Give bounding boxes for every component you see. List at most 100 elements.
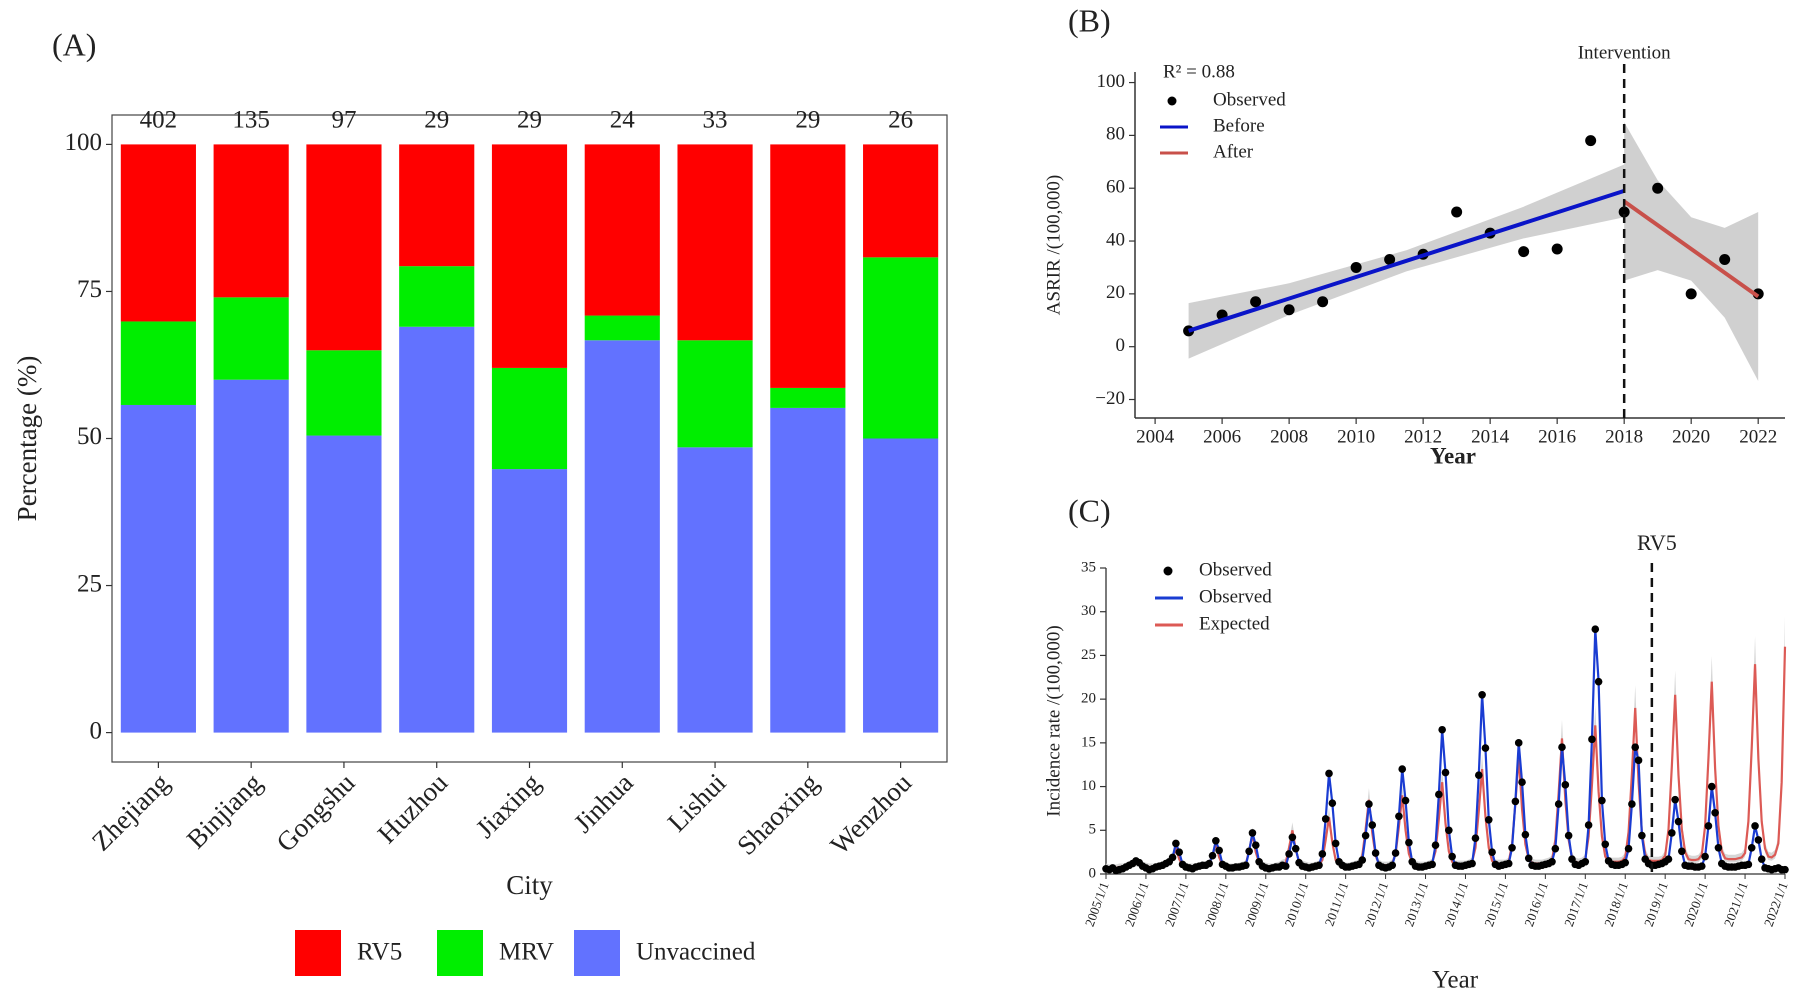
data-point — [1431, 841, 1440, 849]
data-point — [1564, 831, 1573, 840]
x-tick-label: Shaoxing — [731, 767, 824, 860]
y-axis-label: ASRIR /(100,000) — [1043, 175, 1064, 315]
x-tick-label: 2010/1/1 — [1281, 880, 1311, 929]
data-point — [1518, 246, 1530, 258]
data-point — [1208, 851, 1217, 860]
bar-segment — [399, 266, 475, 327]
data-point — [1205, 859, 1213, 868]
x-tick-label: 2005/1/1 — [1082, 880, 1112, 929]
y-axis-label: Incidence rate /(100,000) — [1043, 625, 1064, 817]
data-point — [1350, 261, 1362, 273]
bar-segment — [213, 379, 289, 733]
panel-label: (B) — [1068, 2, 1111, 38]
data-point — [1664, 855, 1673, 863]
x-tick-label: Gongshu — [270, 767, 361, 858]
y-tick-label: 20 — [1081, 691, 1096, 707]
data-point — [1584, 821, 1593, 829]
x-tick-label: Binjiang — [181, 767, 268, 854]
legend-label: After — [1213, 141, 1254, 162]
x-tick-label: 2022 — [1739, 426, 1777, 447]
bar-segment — [770, 387, 846, 408]
data-point — [1371, 849, 1380, 857]
y-tick-label: 5 — [1089, 822, 1097, 838]
bar-segment — [120, 321, 196, 405]
data-point — [1704, 822, 1713, 830]
data-point — [1551, 243, 1563, 255]
y-tick-label: 25 — [1081, 647, 1096, 663]
data-point — [1484, 815, 1493, 824]
y-tick-label: 10 — [1081, 778, 1096, 794]
series-line — [1105, 646, 1787, 869]
y-tick-label: 15 — [1081, 734, 1096, 750]
data-point — [1474, 771, 1483, 780]
data-point — [1288, 833, 1297, 842]
legend-point — [1167, 96, 1177, 106]
legend-label: MRV — [499, 939, 554, 966]
data-point — [1652, 182, 1664, 194]
data-point — [1631, 743, 1640, 752]
data-point — [1368, 821, 1377, 829]
data-point — [1365, 800, 1373, 808]
data-point — [1524, 854, 1533, 863]
x-tick-label: 2008/1/1 — [1202, 880, 1232, 929]
data-point — [1621, 858, 1630, 867]
x-tick-label: 2014 — [1471, 426, 1510, 447]
bar-segment — [213, 297, 289, 380]
data-point — [1391, 849, 1400, 857]
bar-segment — [863, 257, 939, 439]
legend-label: Unvaccined — [636, 939, 756, 966]
y-tick-label: 75 — [77, 276, 102, 303]
data-point — [1283, 304, 1295, 316]
x-tick-label: 2020 — [1672, 426, 1710, 447]
x-axis-label: Year — [1430, 443, 1476, 468]
data-point — [1451, 206, 1463, 218]
y-tick-label: 25 — [77, 570, 102, 597]
total-label: 29 — [424, 107, 449, 134]
y-tick-label: 30 — [1081, 603, 1096, 619]
data-point — [1325, 769, 1333, 778]
bar-segment — [584, 144, 660, 316]
x-tick-label: 2020/1/1 — [1681, 880, 1711, 929]
data-point — [1215, 846, 1223, 855]
y-tick-label: 80 — [1106, 124, 1125, 145]
x-tick-label: 2017/1/1 — [1561, 880, 1591, 929]
data-point — [1441, 768, 1450, 777]
y-tick-label: −20 — [1095, 388, 1125, 409]
data-point — [1248, 829, 1257, 837]
fit-line — [1623, 199, 1760, 299]
bar-segment — [491, 367, 568, 470]
legend-swatch — [574, 930, 620, 976]
total-label: 97 — [331, 107, 356, 134]
data-point — [1628, 800, 1636, 808]
data-point — [1468, 859, 1476, 868]
x-axis-label: Year — [1432, 967, 1479, 994]
data-point — [1711, 809, 1719, 817]
data-point — [1757, 855, 1766, 863]
data-point — [1438, 725, 1446, 734]
annotation: R² = 0.88 — [1163, 61, 1235, 82]
data-point — [1714, 843, 1723, 852]
x-tick-label: 2018/1/1 — [1601, 880, 1631, 929]
x-tick-label: 2021/1/1 — [1721, 880, 1751, 929]
y-tick-label: 100 — [65, 129, 103, 156]
legend-label: Expected — [1199, 613, 1270, 634]
data-point — [1634, 756, 1643, 765]
x-tick-label: Jiaxing — [470, 767, 546, 843]
bar-segment — [677, 340, 753, 448]
data-point — [1435, 790, 1443, 799]
data-point — [1281, 862, 1290, 870]
confidence-band — [1624, 122, 1759, 382]
total-label: 24 — [610, 107, 636, 134]
x-tick-label: 2016 — [1538, 426, 1576, 447]
data-point — [1315, 861, 1323, 870]
total-label: 402 — [140, 107, 178, 134]
data-point — [1518, 778, 1526, 786]
y-tick-label: 0 — [1116, 335, 1126, 356]
fit-line — [1187, 188, 1625, 333]
data-point — [1331, 839, 1340, 848]
data-point — [1624, 844, 1633, 853]
x-tick-label: 2013/1/1 — [1401, 880, 1431, 929]
data-point — [1671, 795, 1679, 804]
data-point — [1291, 844, 1300, 853]
x-tick-label: 2014/1/1 — [1441, 880, 1471, 929]
